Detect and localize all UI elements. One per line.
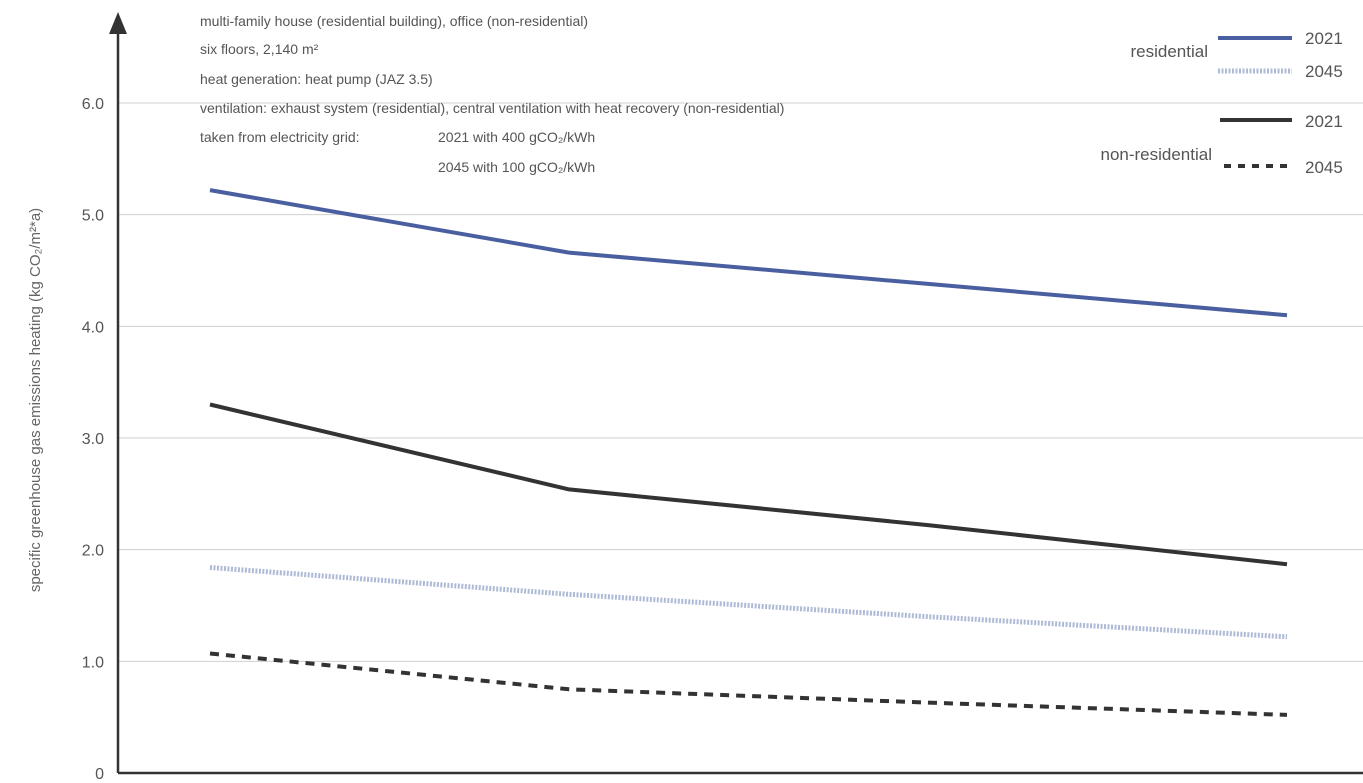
- y-tick-label: 4.0: [82, 319, 104, 336]
- legend-label-non-residential-2021: 2021: [1305, 112, 1343, 131]
- y-axis-arrow: [109, 12, 127, 34]
- legend-group-residential: residential: [1131, 42, 1209, 61]
- legend-label-residential-2021: 2021: [1305, 29, 1343, 48]
- annotation-line-4: ventilation: exhaust system (residential…: [200, 100, 784, 116]
- annotation-line-7: 2045 with 100 gCO₂/kWh: [438, 159, 595, 175]
- y-tick-labels: 0 1.0 2.0 3.0 4.0 5.0 6.0: [82, 96, 104, 783]
- axes: [109, 12, 1363, 775]
- y-tick-label: 1.0: [82, 654, 104, 671]
- annotation-line-1: multi-family house (residential building…: [200, 13, 588, 29]
- y-tick-label: 5.0: [82, 208, 104, 225]
- y-tick-label: 6.0: [82, 96, 104, 113]
- annotation-line-2: six floors, 2,140 m²: [200, 41, 319, 57]
- series-line-non-residential-2045: [209, 651, 1288, 717]
- y-tick-label: 0: [95, 766, 104, 783]
- legend-label-non-residential-2045: 2045: [1305, 158, 1343, 177]
- series-line-residential-2045: [209, 565, 1288, 640]
- y-axis-label: specific greenhouse gas emissions heatin…: [27, 208, 44, 592]
- y-tick-label: 3.0: [82, 431, 104, 448]
- annotation-line-3: heat generation: heat pump (JAZ 3.5): [200, 71, 433, 87]
- series-line-non-residential-2021: [209, 402, 1288, 567]
- legend: residential 2021 2045 non-residential 20…: [1100, 29, 1342, 177]
- annotation-block: multi-family house (residential building…: [200, 13, 784, 175]
- y-tick-label: 2.0: [82, 543, 104, 560]
- annotation-line-6: 2021 with 400 gCO₂/kWh: [438, 129, 595, 145]
- legend-group-non-residential: non-residential: [1100, 145, 1212, 164]
- series-lines: [209, 188, 1288, 717]
- legend-label-residential-2045: 2045: [1305, 62, 1343, 81]
- grid-lines: [118, 102, 1363, 662]
- series-line-residential-2021: [209, 188, 1288, 318]
- annotation-line-5: taken from electricity grid:: [200, 129, 360, 145]
